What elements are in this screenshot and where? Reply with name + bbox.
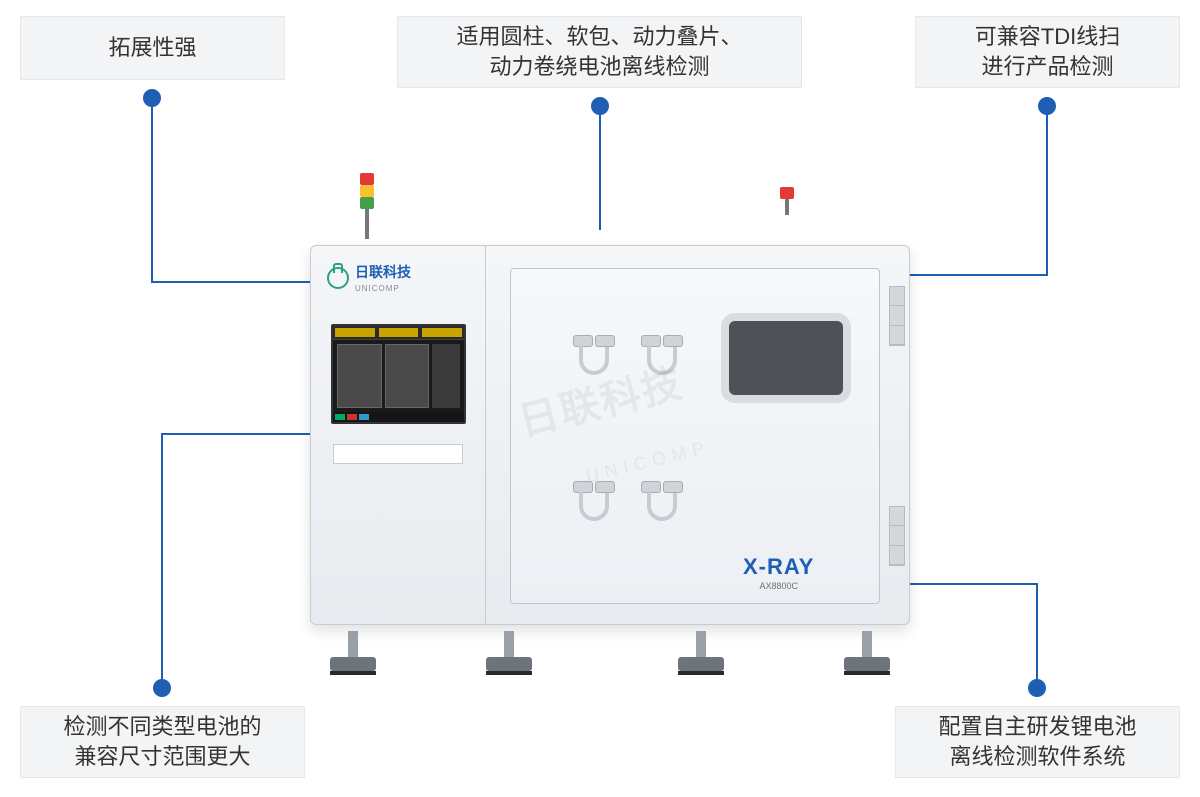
xray-model-text: AX8800C	[743, 581, 814, 591]
signal-light-right	[780, 187, 794, 215]
brand-logo: 日联科技 UNICOMP	[327, 262, 411, 293]
callout-bottom-left: 检测不同类型电池的 兼容尺寸范围更大	[20, 706, 305, 778]
machine-illustration: 日联科技 UNICOMP X-RAY	[310, 205, 910, 675]
signal-light-left	[360, 173, 374, 239]
machine-feet	[310, 625, 910, 675]
callout-text: 进行产品检测	[975, 52, 1120, 82]
xray-label: X-RAY AX8800C	[743, 554, 814, 591]
callout-text: 动力卷绕电池离线检测	[456, 52, 742, 82]
callout-text: 适用圆柱、软包、动力叠片、	[456, 22, 742, 52]
door-frame: X-RAY AX8800C	[510, 268, 880, 604]
callout-bottom-right: 配置自主研发锂电池 离线检测软件系统	[895, 706, 1180, 778]
foot	[330, 631, 376, 675]
foot	[678, 631, 724, 675]
door-handle	[641, 335, 683, 385]
callout-top-center: 适用圆柱、软包、动力叠片、 动力卷绕电池离线检测	[397, 16, 802, 88]
dot-top-right	[1038, 97, 1056, 115]
dot-top-center	[591, 97, 609, 115]
callout-top-left: 拓展性强	[20, 16, 285, 80]
callout-top-right: 可兼容TDI线扫 进行产品检测	[915, 16, 1180, 88]
callout-text: 拓展性强	[108, 33, 196, 63]
callout-text: 可兼容TDI线扫	[975, 22, 1120, 52]
brand-text: 日联科技	[355, 262, 411, 282]
callout-text: 兼容尺寸范围更大	[63, 742, 261, 772]
dot-bottom-left	[153, 679, 171, 697]
disc-slot	[333, 444, 463, 464]
callout-text: 配置自主研发锂电池	[938, 712, 1136, 742]
foot	[486, 631, 532, 675]
door-handle	[641, 481, 683, 531]
control-monitor	[331, 324, 466, 424]
dot-top-left	[143, 89, 161, 107]
callout-text: 离线检测软件系统	[938, 742, 1136, 772]
brand-subtext: UNICOMP	[355, 284, 411, 293]
door-hinge	[889, 286, 905, 346]
cabinet-body: 日联科技 UNICOMP X-RAY	[310, 245, 910, 625]
xray-main-text: X-RAY	[743, 554, 814, 580]
foot	[844, 631, 890, 675]
brand-icon	[327, 267, 349, 289]
door-handle	[573, 481, 615, 531]
dot-bottom-right	[1028, 679, 1046, 697]
viewing-window	[721, 313, 851, 403]
cabinet-door: X-RAY AX8800C	[486, 246, 911, 624]
door-hinge	[889, 506, 905, 566]
left-panel: 日联科技 UNICOMP	[311, 246, 486, 624]
door-handle	[573, 335, 615, 385]
callout-text: 检测不同类型电池的	[63, 712, 261, 742]
